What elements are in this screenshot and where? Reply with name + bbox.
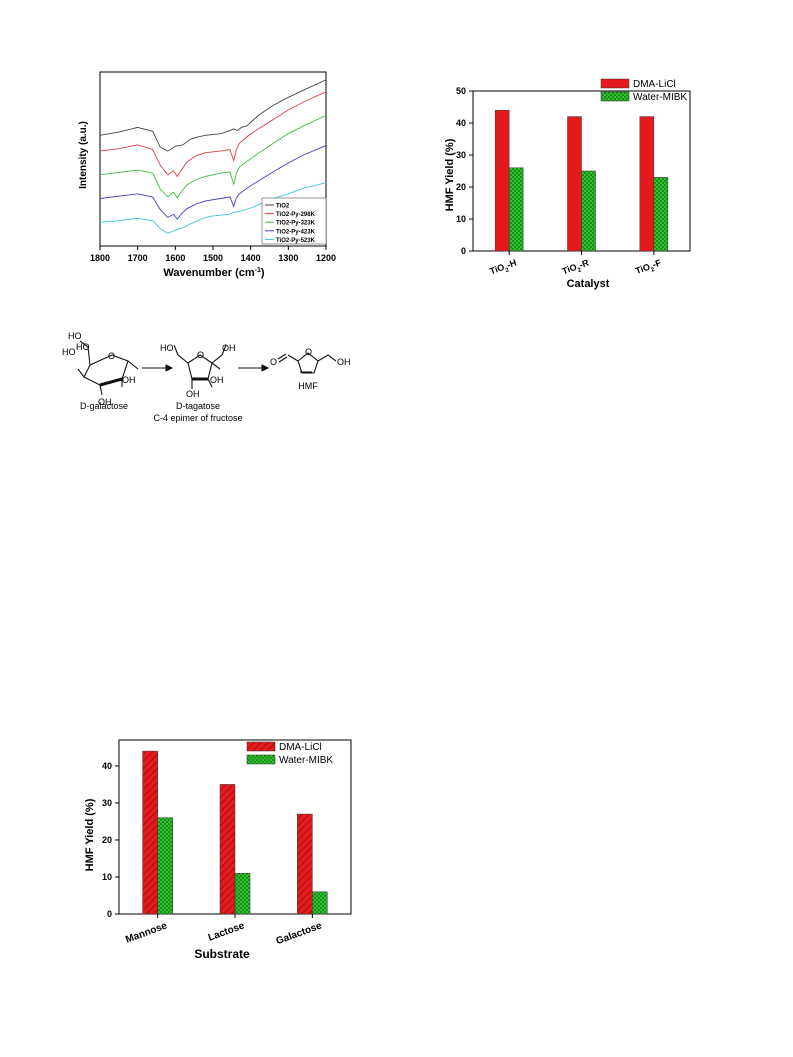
bar: [219, 784, 236, 915]
y-tick-label: 10: [102, 872, 112, 882]
galactose-oh-bottom: OH: [98, 397, 112, 407]
tagatose-oh-bottom: OH: [186, 389, 200, 399]
ftir-series-line: [99, 91, 327, 178]
bar: [653, 177, 669, 252]
x-tick-label: Lactose: [207, 920, 247, 943]
ftir-x-tick-label: 1600: [165, 253, 185, 263]
hmf-o-aldehyde: O: [270, 357, 277, 367]
galactose-oh-right: OH: [122, 375, 136, 385]
x-tick-label: Mannose: [124, 920, 169, 945]
ftir-legend-label: TiO2-Py-298K: [276, 212, 316, 218]
y-tick-label: 30: [102, 798, 112, 808]
ftir-legend: [261, 197, 327, 245]
ftir-legend-label: TiO2-Py-323K: [276, 221, 316, 227]
ftir-legend-label: TiO2: [276, 204, 290, 210]
y-tick-label: 10: [456, 214, 466, 224]
y-tick-label: 20: [456, 182, 466, 192]
legend-label: DMA-LiCl: [633, 79, 676, 90]
bar: [494, 109, 510, 252]
legend-swatch: [600, 91, 630, 102]
galactose-ho-top: HO: [68, 331, 82, 341]
tagatose-label: D-tagatose: [176, 401, 220, 411]
bar: [297, 813, 313, 915]
ftir-series-line: [99, 79, 327, 152]
x-tick-label: TiO2-R: [561, 257, 592, 279]
hmf-oh: OH: [337, 357, 351, 367]
legend-label: DMA-LiCl: [279, 742, 322, 753]
substrate-ylabel: HMF Yield (%): [84, 798, 96, 871]
arrow-galactose-tagatose: [142, 364, 174, 372]
ftir-series-line: [99, 115, 327, 199]
bar: [567, 116, 582, 252]
y-tick-label: 0: [461, 246, 466, 256]
hmf-label: HMF: [298, 381, 318, 391]
reaction-scheme: HO HO HO OH OH O D-galactose HO OH O OH …: [62, 331, 351, 423]
hmf-o-ring: O: [305, 347, 312, 357]
x-tick-label: Galactose: [275, 920, 324, 947]
bar: [312, 891, 328, 915]
bar: [234, 873, 251, 915]
ftir-chart: 1800 1700 1600 1500 1400 1300 1200 TiO2 TiO2-Py-…: [78, 71, 336, 279]
ftir-x-tick-label: 1300: [278, 253, 298, 263]
tagatose-note: C-4 epimer of fructose: [153, 413, 242, 423]
bar: [142, 750, 158, 915]
ftir-ylabel: Intensity (a.u.): [78, 121, 89, 189]
substrate-xlabel: Substrate: [194, 947, 250, 961]
legend-label: Water-MIBK: [633, 92, 687, 103]
bar: [639, 116, 655, 252]
legend-swatch: [246, 754, 276, 765]
y-tick-label: 40: [456, 118, 466, 128]
tagatose-o-ring: O: [197, 350, 204, 360]
tagatose-oh-mid: OH: [210, 375, 224, 385]
bar: [157, 817, 173, 915]
legend-swatch: [246, 741, 276, 752]
galactose-label: D-galactose: [80, 401, 128, 411]
tagatose-structure: [173, 344, 227, 389]
ftir-x-tick-label: 1200: [316, 253, 336, 263]
galactose-ho-left: HO: [62, 347, 76, 357]
x-tick-label: TiO2-H: [488, 257, 518, 279]
ftir-legend-label: TiO2-Py-423K: [276, 229, 316, 235]
y-tick-label: 20: [102, 835, 112, 845]
ftir-x-tick-label: 1400: [241, 253, 261, 263]
galactose-ring-o: O: [108, 351, 115, 361]
ftir-x-tick-label: 1500: [203, 253, 223, 263]
y-tick-label: 40: [102, 761, 112, 771]
galactose-ho-ring: HO: [76, 342, 90, 352]
legend-label: Water-MIBK: [279, 755, 333, 766]
arrow-tagatose-hmf: [238, 364, 270, 372]
hmf-structure: [277, 352, 337, 374]
bar: [508, 167, 524, 252]
tagatose-oh-right: OH: [222, 343, 236, 353]
y-tick-label: 50: [456, 86, 466, 96]
ftir-x-tick-label: 1800: [90, 253, 110, 263]
ftir-series-line: [99, 145, 327, 220]
x-tick-label: TiO2-F: [634, 257, 664, 279]
bar: [581, 170, 596, 252]
catalyst-ylabel: HMF Yield (%): [444, 138, 456, 211]
catalyst-bar-chart: 0 10 20 30 40 50 TiO2-H TiO2-R TiO2-F DMA-LiCl Wat…: [444, 78, 691, 290]
ftir-legend-label: TiO2-Py-523K: [276, 238, 316, 244]
catalyst-xlabel: Catalyst: [567, 278, 610, 290]
ftir-xlabel: Wavenumber (cm-1): [163, 267, 265, 279]
galactose-structure: [77, 340, 139, 396]
y-tick-label: 0: [107, 909, 112, 919]
y-tick-label: 30: [456, 150, 466, 160]
legend-swatch: [600, 78, 630, 89]
substrate-bar-chart: 0 10 20 30 40 Mannose Lactose Galactose DMA-LiCl…: [84, 739, 352, 961]
tagatose-ho-left: HO: [160, 343, 174, 353]
ftir-x-tick-label: 1700: [128, 253, 148, 263]
